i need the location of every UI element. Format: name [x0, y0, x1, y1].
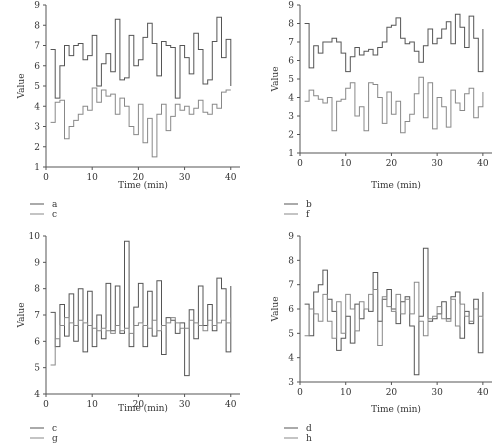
- panel-2-y-tick-label: 1: [288, 149, 294, 159]
- panel-4-x-tick-label: 0: [297, 388, 303, 398]
- panel-4-y-tick-label: 8: [288, 256, 294, 266]
- panel-2-x-tick-label: 40: [477, 159, 489, 169]
- panel-1-x-tick-label: 10: [86, 173, 98, 183]
- panel-4-y-tick-label: 9: [288, 232, 294, 242]
- panel-3-x-tick-label: 30: [179, 400, 191, 410]
- panel-1-y-tick-label: 4: [34, 102, 40, 112]
- panel-3-y-tick-label: 6: [34, 337, 40, 347]
- panel-2-series-b-line: [304, 13, 484, 73]
- panel-2-series-f-line: [304, 76, 484, 134]
- panel-3-series-c-line: [50, 240, 232, 377]
- panel-1-series-a-line: [50, 16, 232, 99]
- panel-2-y-tick-label: 5: [288, 75, 294, 85]
- panel-4-series-h-line: [304, 281, 484, 346]
- panel-3-y-tick-label: 8: [34, 285, 40, 295]
- panel-1-y-tick-label: 8: [34, 21, 40, 31]
- panel-4-x-axis-label: Time (min): [371, 404, 421, 415]
- panel-3-x-tick-label: 20: [133, 400, 145, 410]
- panel-3-x-axis-label: Time (min): [118, 403, 168, 414]
- panel-2-x-tick-label: 20: [386, 159, 398, 169]
- panel-2-y-tick-label: 6: [288, 57, 294, 67]
- panel-3-x-tick-label: 40: [225, 400, 237, 410]
- panel-2-x-axis-label: Time (min): [371, 180, 421, 191]
- panel-2-y-axis-label: Value: [271, 66, 281, 92]
- panel-2-legend-label-b: b: [306, 200, 312, 210]
- panel-3-y-tick-label: 9: [34, 258, 40, 268]
- panel-4-y-tick-label: 5: [288, 329, 294, 339]
- panel-3-legend-label-g: g: [52, 434, 58, 444]
- panel-3-y-tick-label: 5: [34, 364, 40, 374]
- panel-1-series-c-line: [50, 87, 231, 158]
- panel-3-y-tick-label: 10: [29, 232, 41, 242]
- panel-1-x-axis-label: Time (min): [118, 180, 168, 191]
- panel-1-y-tick-label: 5: [34, 82, 40, 92]
- panel-4-x-tick-label: 20: [386, 388, 398, 398]
- panel-2-y-tick-label: 3: [288, 112, 294, 122]
- panel-2-x-tick-label: 10: [340, 159, 352, 169]
- panel-1-y-tick-label: 6: [34, 62, 40, 72]
- panel-2-x-tick-label: 30: [431, 159, 443, 169]
- panel-4-x-tick-label: 40: [477, 388, 489, 398]
- panel-3-y-tick-label: 4: [34, 390, 40, 400]
- panel-1-y-tick-label: 9: [34, 1, 40, 11]
- panel-1-y-tick-label: 3: [34, 123, 40, 133]
- panel-2-y-tick-label: 2: [288, 131, 294, 141]
- panel-4-y-axis-label: Value: [271, 296, 281, 322]
- panel-2-y-tick-label: 4: [288, 94, 294, 104]
- panel-1-y-tick-label: 7: [34, 42, 40, 52]
- panel-3-y-tick-label: 7: [34, 311, 40, 321]
- panel-1-x-tick-label: 0: [43, 173, 49, 183]
- panel-1-x-tick-label: 40: [225, 173, 237, 183]
- panel-4-x-tick-label: 30: [431, 388, 443, 398]
- panel-1-legend-label-a: a: [52, 200, 58, 210]
- panel-4-y-tick-label: 7: [288, 281, 294, 291]
- panel-2-y-tick-label: 7: [288, 38, 294, 48]
- panel-3-x-tick-label: 10: [86, 400, 98, 410]
- panel-2-y-tick-label: 8: [288, 20, 294, 30]
- panel-4-legend-label-d: d: [306, 424, 312, 434]
- panel-2-legend-label-f: f: [306, 210, 310, 220]
- panel-1-x-tick-label: 30: [179, 173, 191, 183]
- panel-1-legend-label-c: c: [52, 210, 57, 220]
- panel-1-y-tick-label: 2: [34, 143, 40, 153]
- panel-4-x-tick-label: 10: [340, 388, 352, 398]
- panel-3-y-axis-label: Value: [17, 302, 27, 328]
- panel-4-y-tick-label: 4: [288, 354, 294, 364]
- panel-2-x-tick-label: 0: [297, 159, 303, 169]
- panel-3-legend-label-c: c: [52, 424, 57, 434]
- panel-1-y-axis-label: Value: [17, 73, 27, 99]
- panel-1-y-tick-label: 1: [34, 163, 40, 173]
- panel-4-y-tick-label: 3: [288, 378, 294, 388]
- panel-4-y-tick-label: 6: [288, 305, 294, 315]
- panel-1-x-tick-label: 20: [133, 173, 145, 183]
- panel-4-legend-label-h: h: [306, 434, 312, 444]
- panel-3-x-tick-label: 0: [43, 400, 49, 410]
- panel-3-series-g-line: [50, 317, 232, 366]
- panel-2-y-tick-label: 9: [288, 1, 294, 11]
